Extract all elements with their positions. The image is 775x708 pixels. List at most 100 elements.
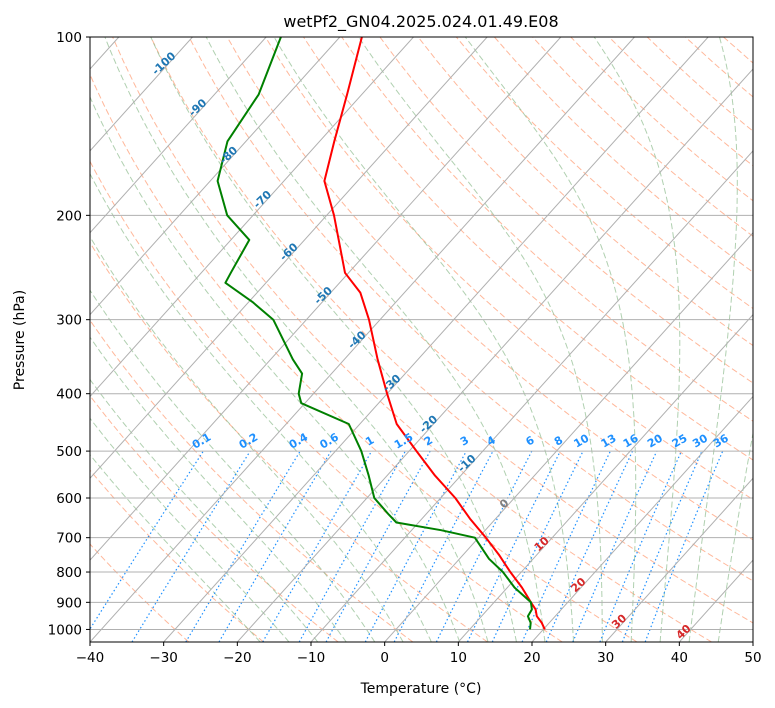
mixing-ratio-line [393,450,494,642]
dry-adiabat-line [90,319,414,642]
isotherm-lines [90,37,753,642]
mixing-ratio-label: 20 [645,431,665,450]
isotherm-line [90,37,414,398]
y-tick-label: 200 [56,208,82,224]
isotherm-line [163,37,709,642]
isotherm-label: 30 [609,611,629,631]
moist-adiabat-line [90,378,319,642]
mixing-ratio-line [545,450,634,642]
isotherm-line [752,641,753,642]
isotherm-line [678,559,753,642]
moist-adiabat-line [90,172,432,642]
x-tick-label: 10 [450,650,467,666]
y-axis: 100 200 300 400 500 600 700 800 900 1000 [48,30,90,638]
moist-adiabat-line [358,37,603,642]
moist-adiabat-line [688,37,738,642]
mixing-ratio-label: 16 [621,431,641,450]
isotherm-line [90,37,267,234]
x-axis: −40 −30 −20 −10 0 10 20 30 40 50 [76,642,762,666]
isotherm-line [90,37,635,642]
data-lines [216,37,546,630]
dry-adiabat-line [90,73,638,642]
y-tick-label: 800 [56,565,82,581]
mixing-ratio-line [90,450,204,631]
mixing-ratio-line [599,450,682,642]
isotherm-label: -100 [149,49,178,78]
y-tick-label: 400 [56,387,82,403]
moist-adiabat-line [593,37,681,642]
isotherm-label: 40 [674,622,694,642]
moist-adiabat-line [90,336,347,642]
dry-adiabat-line [90,469,264,642]
moist-adiabat-line [205,37,546,642]
dry-adiabat-line [90,241,488,642]
y-tick-label: 500 [56,444,82,460]
moist-adiabat-line [150,37,517,642]
mixing-ratio-line [262,450,373,642]
dry-adiabat-line [150,37,753,624]
isotherm-line [236,68,753,642]
x-tick-label: −30 [149,650,178,666]
moist-adiabat-line [273,37,575,642]
dry-adiabat-line [762,37,775,642]
grid-lines [90,37,753,630]
mixing-ratio-label: 3 [458,434,471,449]
moist-adiabat-line [464,37,637,642]
isotherm-line [90,37,562,561]
isotherm-line [90,37,341,316]
dry-adiabat-line [455,37,753,310]
isotherm-line [384,231,753,642]
mixing-ratio-line [325,450,431,642]
y-tick-label: 1000 [48,622,82,638]
mixing-ratio-label: 0.2 [237,431,260,452]
x-tick-label: 50 [744,650,761,666]
moist-adiabat-line [90,417,290,642]
x-tick-label: 40 [671,650,688,666]
moist-adiabat-line [90,289,376,642]
isotherm-line [310,150,753,642]
mixing-ratio-label: 2 [422,434,435,449]
plot-frame [89,36,754,643]
dry-adiabat-line [90,543,190,642]
moist-adiabat-line [90,453,261,642]
y-tick-label: 100 [56,30,82,46]
mixing-ratio-label: 6 [523,433,536,448]
x-tick-label: −20 [223,650,252,666]
mixing-ratio-line [572,450,658,642]
isoline-labels: 0.1 0.2 0.4 0.6 1 1.5 2 3 4 6 8 10 13 16 20 25 30 36-100-… [149,49,731,642]
mixing-ratio-line [364,450,467,642]
x-tick-label: −40 [76,650,105,666]
mixing-ratio-line [621,450,703,642]
y-tick-label: 300 [56,313,82,329]
chart-title: wetPf2_GN04.2025.024.01.49.E08 [283,12,558,32]
moist-adiabat-line [90,95,461,642]
mixing-ratio-label: 10 [571,431,591,450]
isotherm-label: -10 [455,452,479,475]
isotherm-label: -50 [312,284,336,307]
dewpoint-profile-line [216,37,533,630]
mixing-ratio-line [298,450,406,642]
dry-adiabat-line [112,37,712,642]
dry-adiabat-line [417,37,753,347]
mixing-ratio-label: 25 [670,432,690,451]
isotherm-label: -30 [380,372,404,395]
isotherm-label: -90 [186,96,210,119]
y-tick-label: 900 [56,595,82,611]
y-axis-label: Pressure (hPa) [12,290,28,390]
moist-adiabat-line [104,37,489,642]
mixing-ratio-line [185,450,301,642]
dry-adiabat-line [90,394,339,642]
isotherm-line [90,37,193,152]
y-tick-label: 700 [56,531,82,547]
isotherm-line [457,313,753,642]
x-axis-label: Temperature (°C) [360,681,482,697]
moist-adiabat-line [717,430,753,642]
dry-adiabat-line [646,37,753,132]
mixing-ratio-label: 0.4 [287,430,311,451]
dry-adiabat-line [303,37,753,461]
isotherm-line [531,395,753,642]
mixing-ratio-label: 1 [363,434,376,449]
isotherm-label: -70 [251,188,275,211]
x-tick-label: 0 [380,650,389,666]
dry-adiabat-line [226,37,753,541]
